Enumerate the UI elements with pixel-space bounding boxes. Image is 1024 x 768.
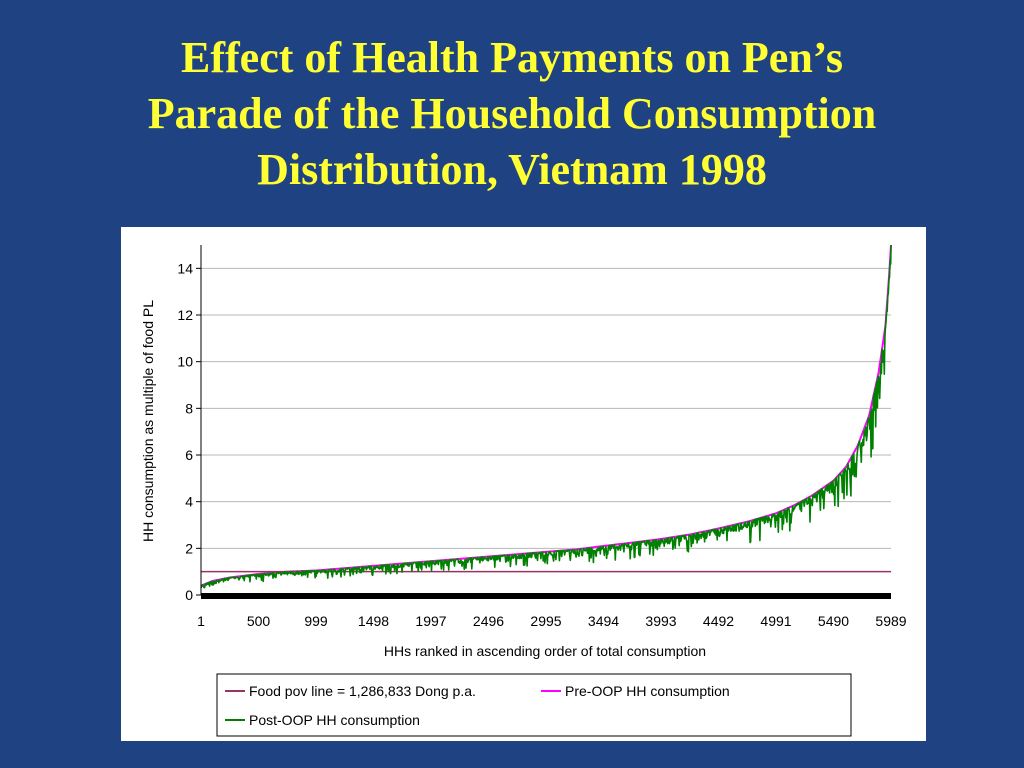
x-tick-label-2995: 2995	[530, 613, 561, 629]
x-tick-label-5989: 5989	[875, 613, 906, 629]
series-layer	[200, 244, 892, 589]
x-tick-label-4991: 4991	[760, 613, 791, 629]
y-tick-label-2: 2	[185, 540, 193, 556]
chart-panel: 0 2 4 6 8 10 12 14 1 500 999 1498 1997 2496 2995 3494 39…	[121, 227, 926, 741]
series-pre-oop-line	[200, 244, 892, 587]
y-axis-title: HH consumption as multiple of food PL	[140, 300, 156, 542]
x-tick-label-1: 1	[197, 613, 205, 629]
legend-label-food-pov-line: Food pov line = 1,286,833 Dong p.a.	[249, 683, 476, 699]
x-tick-label-1498: 1498	[358, 613, 389, 629]
legend-box	[216, 673, 852, 737]
y-tick-label-10: 10	[177, 354, 193, 370]
x-tick-label-3494: 3494	[588, 613, 619, 629]
gridlines	[201, 267, 891, 549]
title-line-2: Parade of the Household Consumption	[147, 89, 877, 138]
legend-label-post-oop: Post-OOP HH consumption	[249, 712, 420, 728]
title-line-3: Distribution, Vietnam 1998	[257, 145, 767, 194]
x-axis-title: HHs ranked in ascending order of total c…	[384, 643, 706, 659]
y-tick-label-8: 8	[185, 400, 193, 416]
consumption-chart: 0 2 4 6 8 10 12 14 1 500 999 1498 1997 2496 2995 3494 39…	[140, 244, 907, 737]
axes: 0 2 4 6 8 10 12 14 1 500 999 1498 1997 2496 2995 3494 39…	[177, 245, 907, 629]
x-tick-label-999: 999	[304, 613, 328, 629]
x-tick-label-5490: 5490	[818, 613, 849, 629]
y-tick-label-0: 0	[185, 587, 193, 603]
x-axis-line	[201, 593, 891, 599]
series-post-oop-line	[200, 244, 892, 589]
x-tick-label-500: 500	[247, 613, 271, 629]
y-tick-label-14: 14	[177, 260, 193, 276]
legend-label-pre-oop: Pre-OOP HH consumption	[565, 683, 730, 699]
x-tick-label-1997: 1997	[415, 613, 446, 629]
y-tick-label-6: 6	[185, 447, 193, 463]
y-tick-label-4: 4	[185, 494, 193, 510]
x-tick-label-3993: 3993	[645, 613, 676, 629]
title-line-1: Effect of Health Payments on Pen’s	[181, 33, 843, 82]
slide-title: Effect of Health Payments on Pen’s Parad…	[40, 30, 984, 198]
legend: Food pov line = 1,286,833 Dong p.a. Pre-…	[216, 673, 852, 737]
x-tick-label-2496: 2496	[473, 613, 504, 629]
y-tick-label-12: 12	[177, 307, 193, 323]
x-tick-label-4492: 4492	[703, 613, 734, 629]
